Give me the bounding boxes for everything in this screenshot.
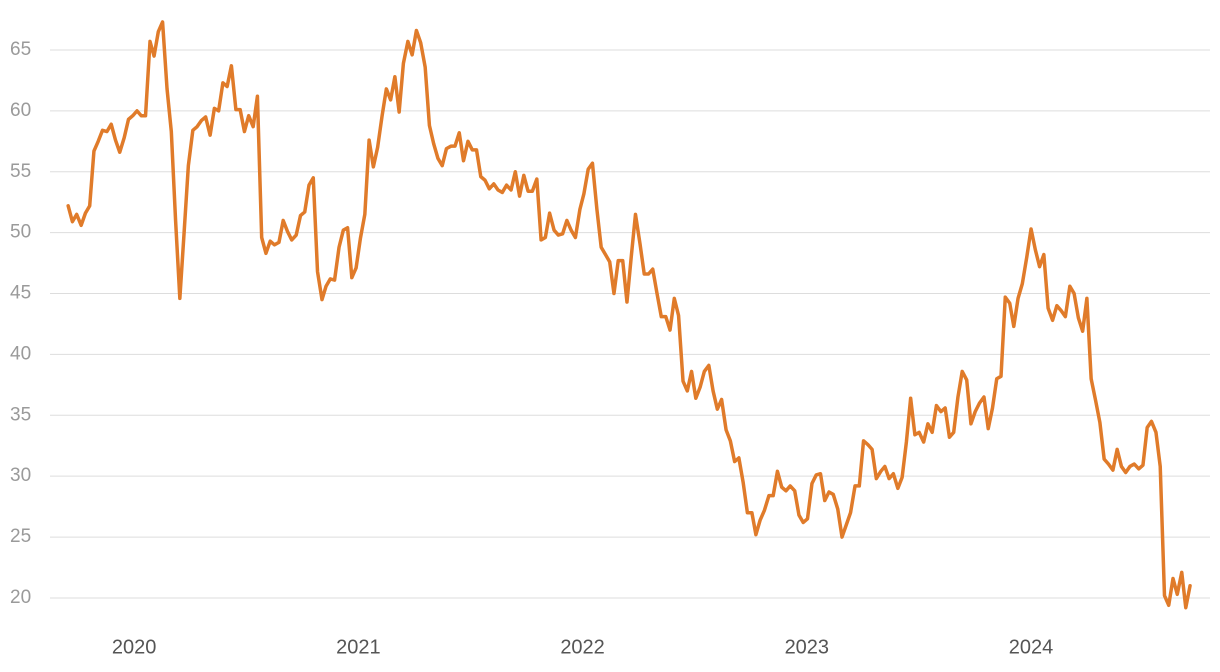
y-tick-label: 65 bbox=[10, 39, 31, 60]
line-series bbox=[66, 20, 1192, 610]
x-tick-label: 2024 bbox=[1009, 636, 1054, 658]
y-tick-label: 30 bbox=[10, 465, 31, 486]
y-tick-label: 40 bbox=[10, 343, 31, 364]
x-tick-label: 2023 bbox=[785, 636, 830, 658]
y-tick-label: 60 bbox=[10, 100, 31, 121]
x-tick-label: 2022 bbox=[560, 636, 605, 658]
x-tick-label: 2020 bbox=[112, 636, 157, 658]
y-tick-label: 20 bbox=[10, 587, 31, 608]
y-tick-label: 35 bbox=[10, 404, 31, 425]
x-tick-label: 2021 bbox=[336, 636, 381, 658]
y-tick-label: 50 bbox=[10, 222, 31, 243]
y-tick-label: 25 bbox=[10, 526, 31, 547]
y-tick-label: 55 bbox=[10, 161, 31, 182]
y-tick-label: 45 bbox=[10, 283, 31, 304]
